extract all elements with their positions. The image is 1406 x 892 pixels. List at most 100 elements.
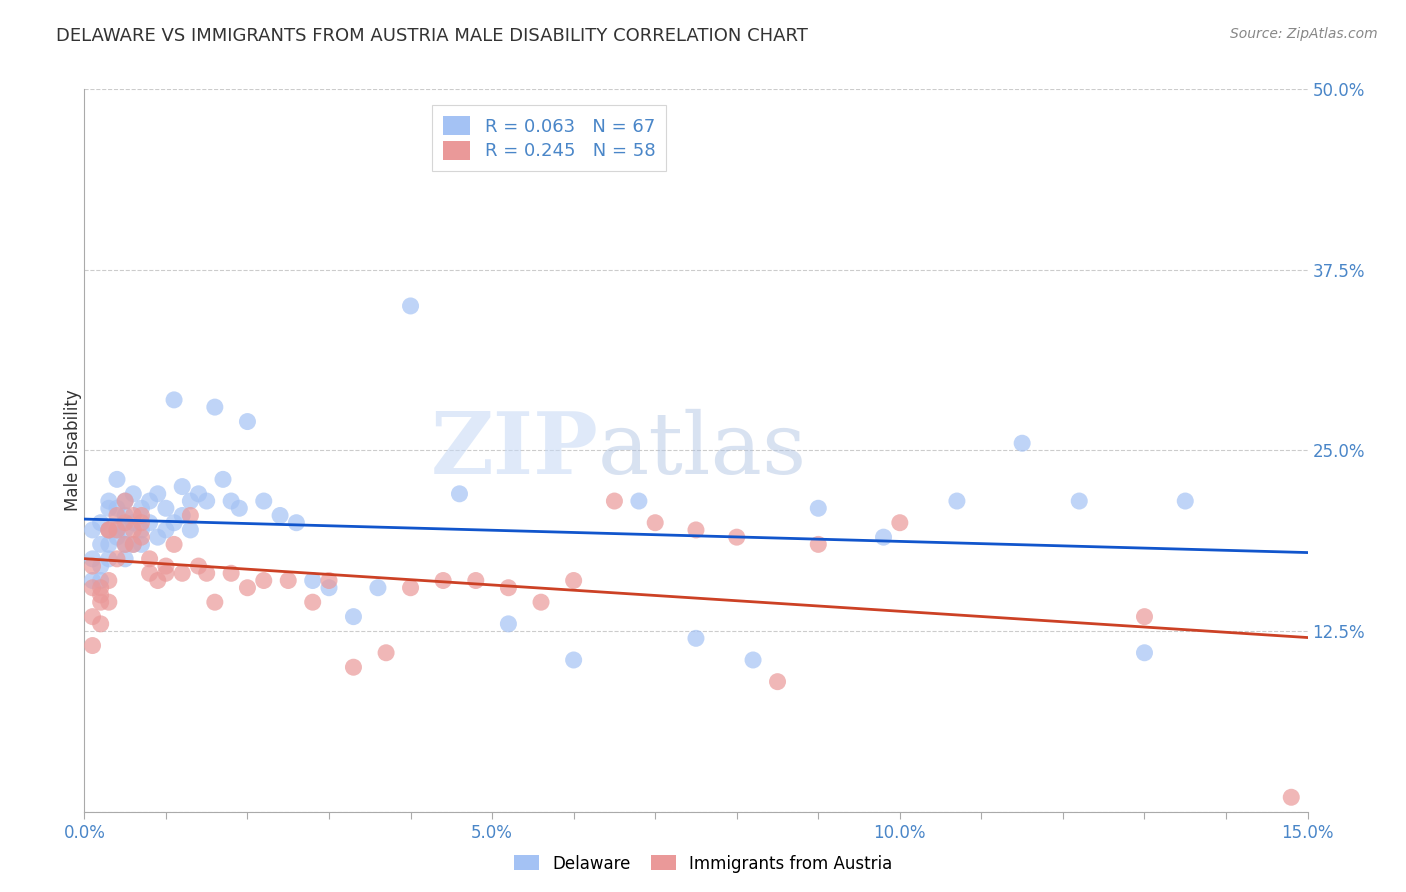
Point — [742, 653, 765, 667]
Point — [90, 616, 112, 631]
Point — [449, 487, 471, 501]
Point — [82, 609, 104, 624]
Point — [82, 639, 104, 653]
Point — [90, 595, 112, 609]
Point — [219, 566, 242, 581]
Point — [342, 660, 364, 674]
Legend: Delaware, Immigrants from Austria: Delaware, Immigrants from Austria — [508, 848, 898, 880]
Point — [105, 508, 128, 523]
Point — [285, 516, 308, 530]
Point — [946, 494, 969, 508]
Point — [155, 566, 177, 581]
Point — [90, 537, 112, 551]
Point — [163, 392, 186, 407]
Point — [82, 559, 104, 574]
Point — [131, 501, 153, 516]
Point — [97, 537, 120, 551]
Point — [1069, 494, 1091, 508]
Point — [82, 581, 104, 595]
Point — [725, 530, 748, 544]
Point — [155, 523, 177, 537]
Point — [97, 595, 120, 609]
Point — [562, 574, 585, 588]
Point — [498, 616, 520, 631]
Point — [212, 472, 235, 486]
Point — [131, 523, 153, 537]
Point — [236, 415, 259, 429]
Point — [530, 595, 553, 609]
Point — [105, 551, 128, 566]
Point — [90, 559, 112, 574]
Point — [685, 632, 707, 646]
Point — [122, 523, 145, 537]
Point — [97, 551, 120, 566]
Point — [105, 523, 128, 537]
Point — [122, 487, 145, 501]
Point — [766, 674, 789, 689]
Point — [131, 530, 153, 544]
Text: DELAWARE VS IMMIGRANTS FROM AUSTRIA MALE DISABILITY CORRELATION CHART: DELAWARE VS IMMIGRANTS FROM AUSTRIA MALE… — [56, 27, 808, 45]
Point — [82, 574, 104, 588]
Point — [187, 559, 209, 574]
Point — [114, 537, 136, 551]
Point — [105, 472, 128, 486]
Point — [342, 609, 364, 624]
Text: ZIP: ZIP — [430, 409, 598, 492]
Point — [889, 516, 911, 530]
Point — [122, 537, 145, 551]
Point — [97, 494, 120, 508]
Point — [114, 508, 136, 523]
Point — [1279, 790, 1302, 805]
Point — [90, 574, 112, 588]
Point — [155, 559, 177, 574]
Point — [179, 508, 201, 523]
Point — [97, 523, 120, 537]
Legend: R = 0.063   N = 67, R = 0.245   N = 58: R = 0.063 N = 67, R = 0.245 N = 58 — [432, 105, 666, 171]
Point — [146, 487, 169, 501]
Point — [82, 551, 104, 566]
Point — [146, 574, 169, 588]
Point — [399, 299, 422, 313]
Point — [114, 537, 136, 551]
Point — [318, 581, 340, 595]
Point — [367, 581, 389, 595]
Point — [146, 530, 169, 544]
Point — [122, 537, 145, 551]
Point — [464, 574, 486, 588]
Point — [204, 400, 226, 414]
Point — [179, 494, 201, 508]
Point — [172, 480, 194, 494]
Point — [228, 501, 250, 516]
Point — [562, 653, 585, 667]
Point — [122, 516, 145, 530]
Point — [318, 574, 340, 588]
Point — [187, 487, 209, 501]
Point — [122, 508, 145, 523]
Point — [105, 530, 128, 544]
Point — [685, 523, 707, 537]
Y-axis label: Male Disability: Male Disability — [65, 390, 82, 511]
Point — [195, 494, 218, 508]
Point — [1011, 436, 1033, 450]
Point — [644, 516, 666, 530]
Point — [97, 574, 120, 588]
Point — [179, 523, 201, 537]
Point — [105, 501, 128, 516]
Point — [627, 494, 650, 508]
Point — [114, 523, 136, 537]
Point — [1133, 646, 1156, 660]
Point — [138, 551, 160, 566]
Point — [97, 523, 120, 537]
Point — [97, 523, 120, 537]
Point — [498, 581, 520, 595]
Point — [155, 501, 177, 516]
Point — [82, 523, 104, 537]
Point — [301, 574, 323, 588]
Point — [138, 494, 160, 508]
Point — [253, 494, 276, 508]
Point — [131, 537, 153, 551]
Point — [163, 516, 186, 530]
Point — [807, 537, 830, 551]
Point — [90, 588, 112, 602]
Point — [138, 516, 160, 530]
